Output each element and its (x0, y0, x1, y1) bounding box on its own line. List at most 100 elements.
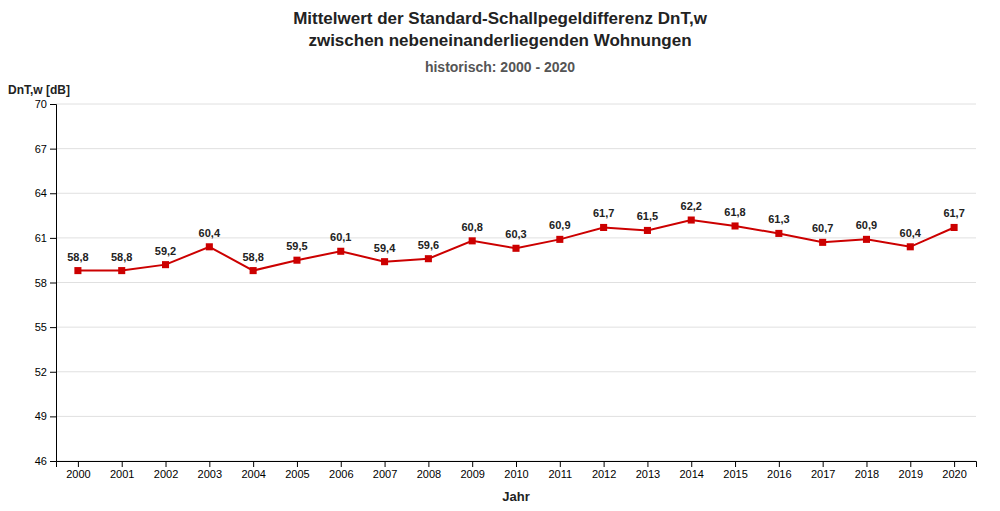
marker (381, 258, 388, 265)
x-tick-label: 2014 (679, 468, 703, 480)
x-tick-label: 2003 (198, 468, 222, 480)
marker (206, 243, 213, 250)
marker (863, 236, 870, 243)
data-label: 60,4 (900, 227, 922, 239)
data-label: 60,1 (330, 231, 351, 243)
x-tick: 2010 (504, 461, 528, 480)
y-tick: 52 (35, 366, 56, 378)
data-label: 60,7 (812, 222, 833, 234)
x-axis-line (57, 462, 977, 468)
grid-line (56, 371, 976, 372)
x-tick-mark (297, 461, 298, 467)
y-tick-label: 61 (35, 232, 47, 244)
marker (556, 236, 563, 243)
x-tick-mark (604, 461, 605, 467)
data-label: 59,4 (374, 242, 396, 254)
marker (732, 222, 739, 229)
y-axis-line (50, 105, 57, 462)
x-tick-label: 2004 (241, 468, 265, 480)
data-label: 61,7 (943, 207, 964, 219)
x-tick: 2014 (679, 461, 703, 480)
data-labels: 58,858,859,260,458,859,560,159,459,660,8… (67, 200, 965, 263)
chart: Mittelwert der Standard-Schallpegeldiffe… (0, 0, 1000, 511)
grid-line (56, 282, 976, 283)
y-tick-mark (50, 416, 56, 417)
x-tick: 2015 (723, 461, 747, 480)
x-tick-label: 2013 (636, 468, 660, 480)
data-label: 60,8 (461, 221, 482, 233)
marker (293, 257, 300, 264)
subtitle: historisch: 2000 - 2020 (425, 59, 575, 75)
marker (644, 227, 651, 234)
y-tick-mark (50, 193, 56, 194)
data-label: 59,2 (155, 245, 176, 257)
x-tick-mark (472, 461, 473, 467)
y-tick: 49 (35, 410, 56, 422)
data-label: 62,2 (681, 200, 702, 212)
x-tick-label: 2010 (504, 468, 528, 480)
x-tick-label: 2019 (899, 468, 923, 480)
x-tick-mark (209, 461, 210, 467)
y-tick-label: 64 (35, 187, 47, 199)
y-tick-mark (50, 104, 56, 105)
x-tick-label: 2007 (373, 468, 397, 480)
x-tick-label: 2011 (548, 468, 572, 480)
x-tick-label: 2017 (811, 468, 835, 480)
y-axis-title: DnT,w [dB] (8, 83, 70, 97)
x-tick: 2004 (241, 461, 265, 480)
y-tick-label: 55 (35, 321, 47, 333)
x-tick-mark (385, 461, 386, 467)
grid-line (56, 193, 976, 194)
grid-line (56, 416, 976, 417)
y-tick: 58 (35, 277, 56, 289)
marker (162, 261, 169, 268)
marker (118, 267, 125, 274)
x-tick-mark (910, 461, 911, 467)
x-tick: 2000 (66, 461, 90, 480)
y-tick-mark (50, 372, 56, 373)
y-tick-mark (50, 283, 56, 284)
data-label: 60,9 (856, 219, 877, 231)
line (78, 220, 954, 271)
grid-line (56, 104, 976, 105)
marker (512, 245, 519, 252)
x-tick-mark (428, 461, 429, 467)
x-tick-label: 2018 (855, 468, 879, 480)
data-label: 59,5 (286, 240, 307, 252)
x-tick-label: 2006 (329, 468, 353, 480)
y-tick-mark (50, 327, 56, 328)
marker (907, 243, 914, 250)
x-tick: 2001 (110, 461, 134, 480)
marker (425, 255, 432, 262)
x-tick-label: 2016 (767, 468, 791, 480)
x-tick-label: 2009 (460, 468, 484, 480)
title: Mittelwert der Standard-Schallpegeldiffe… (293, 9, 708, 50)
data-label: 58,8 (67, 251, 88, 263)
y-tick-mark (50, 149, 56, 150)
data-label: 61,8 (724, 206, 745, 218)
x-tick: 2011 (548, 461, 572, 480)
y-tick: 46 (35, 455, 56, 467)
y-tick: 64 (35, 187, 56, 199)
data-label: 59,6 (418, 239, 439, 251)
y-axis: 464952555861646770 (35, 98, 57, 467)
x-tick-mark (866, 461, 867, 467)
data-label: 61,5 (637, 210, 658, 222)
y-tick: 70 (35, 98, 56, 110)
plot: 2000200120022003200420052006200720082009… (35, 98, 977, 480)
x-tick: 2005 (285, 461, 309, 480)
marker (775, 230, 782, 237)
x-tick-label: 2020 (942, 468, 966, 480)
x-tick-label: 2002 (154, 468, 178, 480)
y-tick-label: 49 (35, 410, 47, 422)
y-tick-label: 46 (35, 455, 47, 467)
x-tick-mark (122, 461, 123, 467)
x-tick-mark (735, 461, 736, 467)
data-label: 60,9 (549, 219, 570, 231)
y-tick-mark (50, 238, 56, 239)
grid-line (56, 148, 976, 149)
x-tick-mark (691, 461, 692, 467)
x-tick: 2003 (198, 461, 222, 480)
marker (600, 224, 607, 231)
x-tick-mark (166, 461, 167, 467)
